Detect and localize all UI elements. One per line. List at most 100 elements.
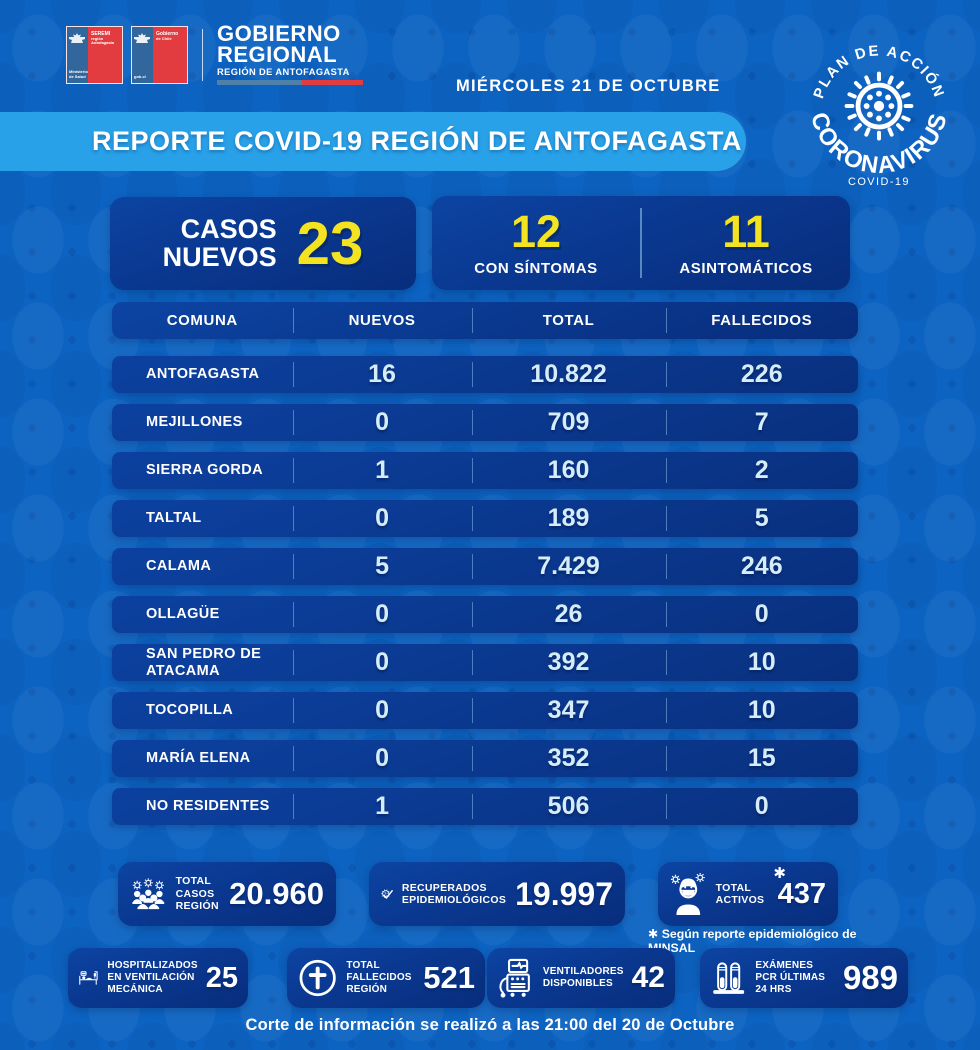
comuna-cell: CALAMA — [146, 558, 212, 575]
table-header-row: COMUNA NUEVOS TOTAL FALLECIDOS — [112, 302, 858, 339]
value-cell: 352 — [471, 740, 666, 777]
data-cutoff-note: Corte de información se realizó a las 21… — [245, 1016, 735, 1034]
total-deaths-value: 521 — [423, 960, 475, 995]
value-cell: 7.429 — [471, 548, 666, 585]
value-cell: 189 — [471, 500, 666, 537]
table-row: MEJILLONES 0 709 7 — [112, 404, 858, 441]
value-cell: 246 — [665, 548, 858, 585]
header-nuevos: NUEVOS — [292, 302, 472, 339]
asymptomatic-block: 11 ASINTOMÁTICOS — [642, 196, 850, 290]
logo-bottom-text: Ministerio de Salud — [69, 68, 88, 79]
virus-icon — [844, 71, 914, 141]
recovered-label: RECUPERADOS EPIDEMIOLÓGICOS — [401, 881, 507, 906]
test-tubes-icon — [713, 962, 745, 994]
value-cell: 0 — [292, 500, 472, 537]
value-cell: 226 — [665, 356, 858, 393]
breakdown-divider — [640, 208, 642, 278]
table-row: TALTAL 0 189 5 — [112, 500, 858, 537]
pcr-tests-box: EXÁMENES PCR ÚLTIMAS 24 HRS 989 — [700, 948, 908, 1008]
comuna-cell: ANTOFAGASTA — [146, 366, 260, 383]
org-title-block: GOBIERNO REGIONAL REGIÓN DE ANTOFAGASTA — [217, 21, 363, 86]
asymptomatic-label: ASINTOMÁTICOS — [679, 260, 813, 277]
table-row: SAN PEDRO DE ATACAMA 0 392 10 — [112, 644, 858, 681]
page-title: REPORTE COVID-19 REGIÓN DE ANTOFAGASTA — [91, 126, 743, 156]
value-cell: 709 — [471, 404, 666, 441]
ventilated-patients-label: HOSPITALIZADOS EN VENTILACIÓN MECÁNICA — [107, 960, 198, 995]
value-cell: 5 — [665, 500, 858, 537]
comuna-cell: TOCOPILLA — [146, 702, 234, 719]
ventilated-patients-box: HOSPITALIZADOS EN VENTILACIÓN MECÁNICA 2… — [68, 948, 248, 1008]
new-cases-label-1: CASOS — [180, 213, 277, 244]
total-cases-label: TOTAL CASOS REGIÓN — [175, 875, 219, 913]
logo-title: Gobierno — [156, 30, 179, 37]
minsal-footnote: ✱ Según reporte epidemiológico de MINSAL — [648, 927, 857, 955]
table-row: NO RESIDENTES 1 506 0 — [112, 788, 858, 825]
recovered-box: RECUPERADOS EPIDEMIOLÓGICOS 19.997 — [369, 862, 625, 926]
table-row: MARÍA ELENA 0 352 15 — [112, 740, 858, 777]
value-cell: 10 — [665, 644, 858, 681]
value-cell: 16 — [292, 356, 472, 393]
comuna-cell: MARÍA ELENA — [146, 750, 251, 767]
chile-coat-of-arms-icon — [134, 30, 150, 48]
pcr-tests-label: EXÁMENES PCR ÚLTIMAS 24 HRS — [755, 960, 826, 995]
comuna-cell: TALTAL — [146, 510, 202, 527]
logo-divider — [202, 28, 203, 81]
title-band: REPORTE COVID-19 REGIÓN DE ANTOFAGASTA — [0, 112, 746, 171]
table-row: CALAMA 5 7.429 246 — [112, 548, 858, 585]
header-total: TOTAL — [471, 302, 666, 339]
value-cell: 160 — [471, 452, 666, 489]
active-cases-label: TOTAL ACTIVOS — [715, 881, 765, 906]
symptomatic-block: 12 CON SÍNTOMAS — [432, 196, 640, 290]
logo-title: SEREMI — [91, 30, 111, 37]
value-cell: 5 — [292, 548, 472, 585]
comuna-cell: SAN PEDRO DE ATACAMA — [146, 645, 262, 679]
value-cell: 7 — [665, 404, 858, 441]
active-cases-value: 437 — [777, 877, 826, 910]
ventilators-label: VENTILADORES DISPONIBLES — [542, 966, 624, 989]
cross-circle-icon — [299, 959, 336, 997]
value-cell: 2 — [665, 452, 858, 489]
total-cases-box: TOTAL CASOS REGIÓN 20.960 — [118, 862, 336, 926]
active-cases-box: ✱ TOTAL ACTIVOS 437 — [658, 862, 838, 926]
coronavirus-action-plan-badge: PLAN DE ACCIÓN CORONAVIRUS — [798, 26, 960, 188]
hospital-bed-icon — [79, 971, 98, 985]
value-cell: 15 — [665, 740, 858, 777]
header-fallecidos: FALLECIDOS — [665, 302, 858, 339]
value-cell: 0 — [292, 596, 472, 633]
logo-bottom-text: gob.cl — [134, 73, 146, 79]
table-row: TOCOPILLA 0 347 10 — [112, 692, 858, 729]
comuna-table: COMUNA NUEVOS TOTAL FALLECIDOS ANTOFAGAS… — [112, 302, 858, 836]
chile-coat-of-arms-icon — [69, 30, 85, 48]
logo-subtitle: región Antofagasta — [91, 35, 115, 46]
ventilator-icon — [499, 958, 530, 998]
crowd-virus-icon — [132, 878, 165, 910]
org-line1: GOBIERNO — [217, 21, 341, 46]
report-date: MIÉRCOLES 21 DE OCTUBRE — [456, 77, 721, 95]
new-cases-label-2: NUEVOS — [162, 241, 277, 272]
org-line2: REGIONAL — [217, 41, 338, 67]
recovered-value: 19.997 — [515, 875, 613, 912]
logo-subtitle: de Chile — [156, 35, 172, 41]
total-deaths-box: TOTAL FALLECIDOS REGIÓN 521 — [287, 948, 485, 1008]
government-logos: SEREMI región Antofagasta Ministerio de … — [66, 21, 363, 86]
value-cell: 10.822 — [471, 356, 666, 393]
ventilated-patients-value: 25 — [205, 961, 238, 994]
comuna-cell: NO RESIDENTES — [146, 798, 270, 815]
org-line3: REGIÓN DE ANTOFAGASTA — [217, 66, 350, 77]
value-cell: 0 — [292, 740, 472, 777]
badge-sub-text: COVID-19 — [848, 176, 910, 188]
comuna-cell: OLLAGÜE — [146, 606, 220, 623]
table-row: ANTOFAGASTA 16 10.822 226 — [112, 356, 858, 393]
new-cases-panel: CASOS NUEVOS 23 — [110, 197, 416, 290]
virus-badge-icon: PLAN DE ACCIÓN CORONAVIRUS — [805, 43, 952, 188]
asymptomatic-value: 11 — [722, 206, 770, 257]
gobierno-de-chile-logo: Gobierno de Chile gob.cl — [131, 25, 188, 84]
value-cell: 1 — [292, 788, 472, 825]
value-cell: 26 — [471, 596, 666, 633]
total-cases-value: 20.960 — [229, 876, 324, 911]
value-cell: 10 — [665, 692, 858, 729]
table-row: SIERRA GORDA 1 160 2 — [112, 452, 858, 489]
virus-check-icon — [381, 889, 393, 899]
value-cell: 1 — [292, 452, 472, 489]
